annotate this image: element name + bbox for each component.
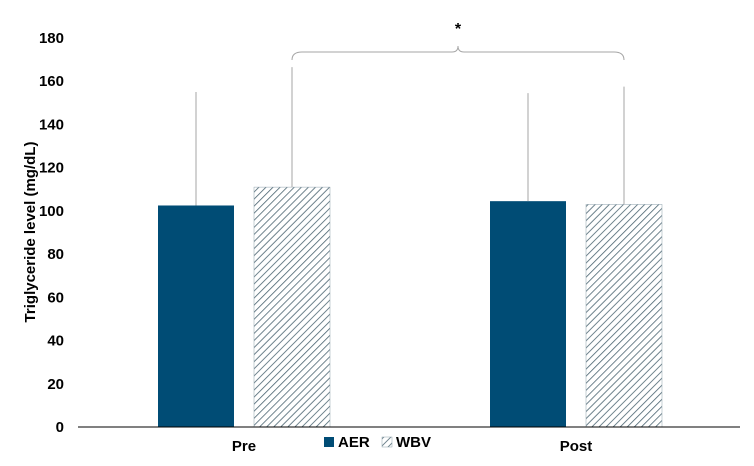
- legend-swatch-aer: [324, 437, 334, 447]
- bar-aer-pre: [158, 205, 234, 427]
- bar-wbv-pre: [253, 186, 331, 428]
- significance-star: *: [455, 21, 462, 38]
- y-axis-ticks: 0 20 40 60 80 100 120 140 160 180: [39, 30, 64, 436]
- legend-label-aer: AER: [338, 434, 370, 451]
- significance-bracket: *: [291, 21, 625, 61]
- y-tick-label: 20: [47, 376, 64, 393]
- y-tick-label: 160: [39, 73, 64, 90]
- category-label-post: Post: [560, 438, 593, 455]
- legend-label-wbv: WBV: [396, 434, 431, 451]
- y-tick-label: 120: [39, 160, 64, 177]
- y-tick-label: 100: [39, 203, 64, 220]
- bar-wbv-post: [585, 204, 663, 428]
- y-tick-label: 40: [47, 333, 64, 350]
- y-tick-label: 180: [39, 30, 64, 47]
- category-labels: Pre Post: [232, 438, 592, 455]
- category-label-pre: Pre: [232, 438, 256, 455]
- y-tick-label: 80: [47, 246, 64, 263]
- legend-swatch-wbv: [381, 436, 393, 448]
- y-tick-label: 140: [39, 116, 64, 133]
- bar-aer-post: [490, 201, 566, 427]
- legend: AER WBV: [324, 434, 431, 451]
- bars: [158, 186, 663, 428]
- bracket-line: [291, 45, 625, 61]
- y-tick-label: 0: [56, 419, 64, 436]
- error-bars: [195, 67, 625, 206]
- y-tick-label: 60: [47, 289, 64, 306]
- y-axis-title: Triglyceride level (mg/dL): [22, 142, 39, 323]
